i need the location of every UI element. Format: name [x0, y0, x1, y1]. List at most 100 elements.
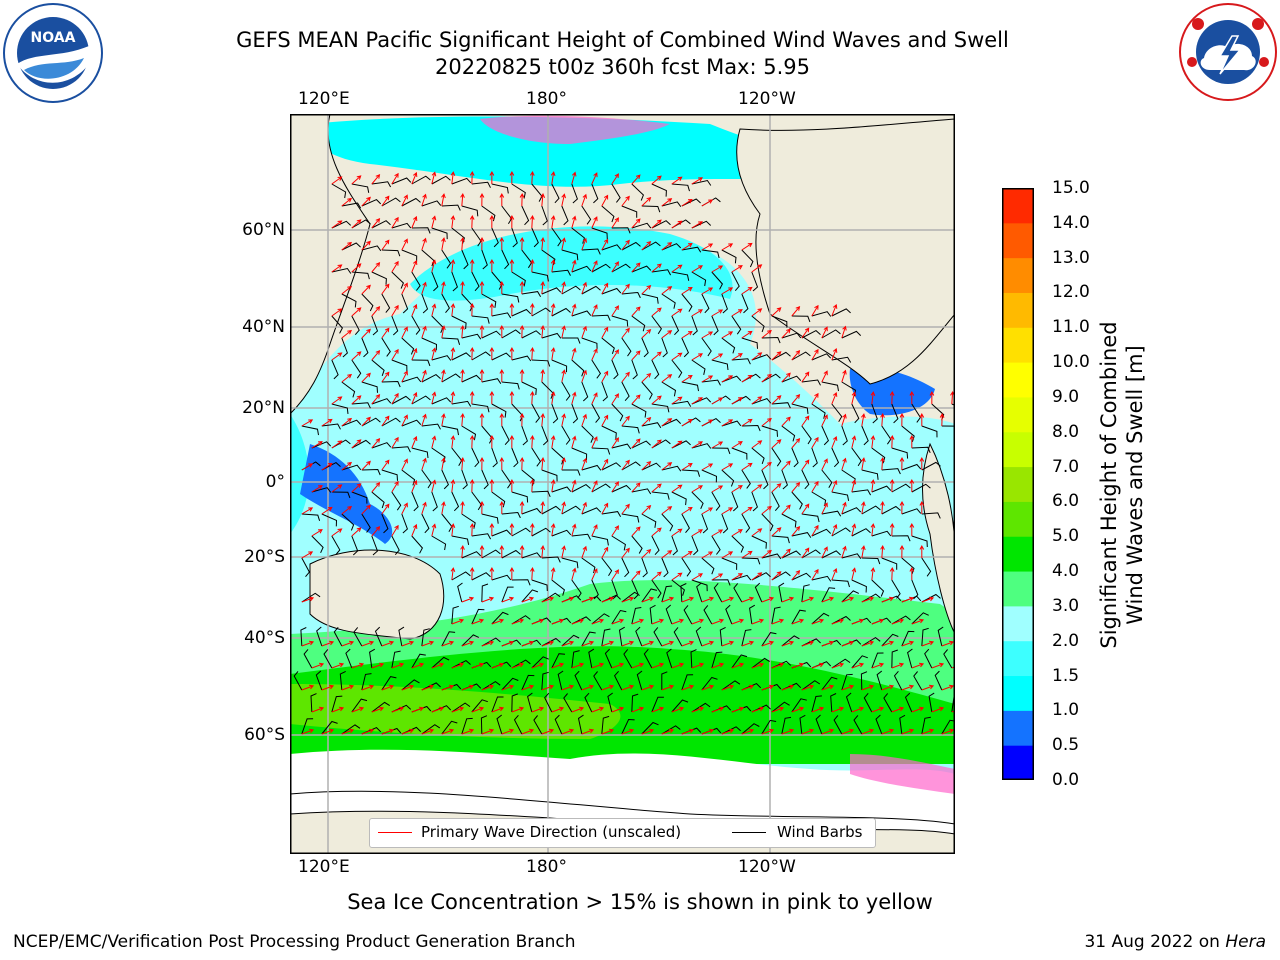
- colorbar-tick-label: 3.0: [1052, 595, 1080, 616]
- wind-barb: [571, 359, 585, 377]
- wind-barb: [881, 557, 898, 570]
- wind-barb: [921, 593, 941, 603]
- wind-barb: [781, 332, 802, 339]
- wind-barb: [521, 674, 535, 691]
- wave-direction-arrow: [711, 485, 724, 493]
- wind-barb: [901, 425, 915, 442]
- wind-barb: [471, 533, 492, 540]
- wave-direction-arrow: [519, 412, 525, 427]
- wave-direction-arrow: [841, 369, 847, 383]
- wave-direction-arrow: [431, 215, 437, 229]
- wind-barb: [511, 355, 532, 362]
- wave-direction-arrow: [791, 706, 805, 713]
- wave-direction-arrow: [460, 544, 465, 559]
- wave-direction-arrow: [529, 170, 535, 185]
- wind-barb: [681, 293, 693, 312]
- wave-direction-arrow: [781, 548, 791, 559]
- colorbar-tick-label: 14.0: [1052, 212, 1090, 233]
- wave-direction-arrow: [571, 618, 585, 625]
- wind-barb: [781, 635, 800, 647]
- wave-direction-arrow: [381, 239, 390, 251]
- wave-direction-arrow: [529, 390, 535, 405]
- wind-barb: [501, 249, 510, 270]
- wave-direction-arrow: [441, 369, 446, 383]
- wave-direction-arrow: [461, 596, 475, 603]
- wind-barb: [431, 271, 439, 292]
- wave-direction-arrow: [361, 372, 371, 383]
- wind-barb: [311, 441, 332, 449]
- wave-direction-arrow: [411, 706, 425, 713]
- wind-barb: [431, 355, 452, 361]
- wind-barb: [943, 649, 953, 669]
- wind-barb: [431, 491, 438, 512]
- wave-direction-arrow: [441, 281, 446, 295]
- wave-direction-arrow: [571, 435, 577, 449]
- wave-direction-arrow: [331, 308, 343, 317]
- lat-label-60n: 60°N: [242, 220, 285, 240]
- wave-direction-arrow: [751, 308, 763, 317]
- wave-direction-arrow: [331, 220, 343, 229]
- wind-barb: [411, 447, 429, 459]
- wave-direction-arrow: [301, 551, 314, 559]
- wave-direction-arrow: [371, 173, 381, 185]
- wind-barb: [461, 374, 482, 383]
- wind-barb: [491, 574, 512, 581]
- wind-barb: [761, 373, 781, 383]
- wave-direction-arrow: [551, 706, 565, 713]
- wave-direction-arrow: [691, 706, 705, 713]
- wind-barb: [341, 724, 361, 735]
- wave-direction-arrow: [481, 684, 495, 691]
- wind-barb: [361, 513, 371, 533]
- colorbar-frame: [1002, 188, 1034, 780]
- wave-direction-arrow: [881, 728, 895, 735]
- wave-direction-arrow: [450, 347, 456, 361]
- wind-barb: [471, 572, 491, 581]
- wave-direction-arrow: [531, 706, 545, 713]
- wind-barb: [921, 512, 941, 519]
- wind-barb: [511, 693, 518, 713]
- wind-barb: [665, 604, 673, 625]
- wind-barb: [841, 330, 862, 339]
- wind-barb: [681, 246, 702, 253]
- wave-direction-arrow: [351, 527, 362, 537]
- wave-direction-arrow: [751, 264, 763, 273]
- wind-barb: [303, 649, 313, 669]
- wind-barb: [513, 714, 523, 735]
- wave-direction-arrow: [641, 504, 652, 515]
- wave-direction-arrow: [561, 369, 566, 383]
- wind-barb: [511, 527, 531, 537]
- wave-direction-arrow: [851, 706, 865, 713]
- wind-barb: [584, 692, 593, 713]
- wind-barb: [701, 337, 712, 357]
- wave-direction-arrow: [611, 173, 619, 185]
- wind-barb: [831, 527, 851, 537]
- wave-direction-arrow: [421, 457, 427, 471]
- wave-direction-arrow: [671, 352, 683, 361]
- wave-direction-arrow: [851, 479, 857, 493]
- wind-barb: [601, 462, 621, 471]
- wave-direction-arrow: [479, 280, 485, 295]
- wind-barb: [541, 287, 562, 295]
- wind-barb: [871, 579, 885, 597]
- wave-direction-arrow: [371, 662, 385, 669]
- wave-direction-arrow: [411, 391, 418, 405]
- wave-direction-arrow: [909, 566, 915, 581]
- wave-direction-arrow: [631, 662, 645, 669]
- wave-direction-arrow: [571, 662, 585, 669]
- wave-direction-arrow: [929, 390, 935, 405]
- wave-direction-arrow: [431, 347, 437, 361]
- wind-barb: [361, 337, 369, 358]
- wave-direction-arrow: [731, 706, 745, 713]
- wave-direction-arrow: [561, 413, 566, 427]
- colorbar-segment: [1002, 362, 1034, 398]
- wind-barb: [541, 425, 549, 446]
- wind-barb: [830, 693, 837, 713]
- wave-direction-arrow: [469, 170, 475, 185]
- wind-barb: [461, 634, 480, 647]
- wind-barb: [651, 403, 670, 413]
- wave-direction-arrow: [351, 219, 362, 229]
- wind-barb: [618, 626, 625, 647]
- wind-barb: [771, 535, 790, 544]
- wind-barb: [881, 468, 901, 475]
- wind-barb: [611, 535, 626, 551]
